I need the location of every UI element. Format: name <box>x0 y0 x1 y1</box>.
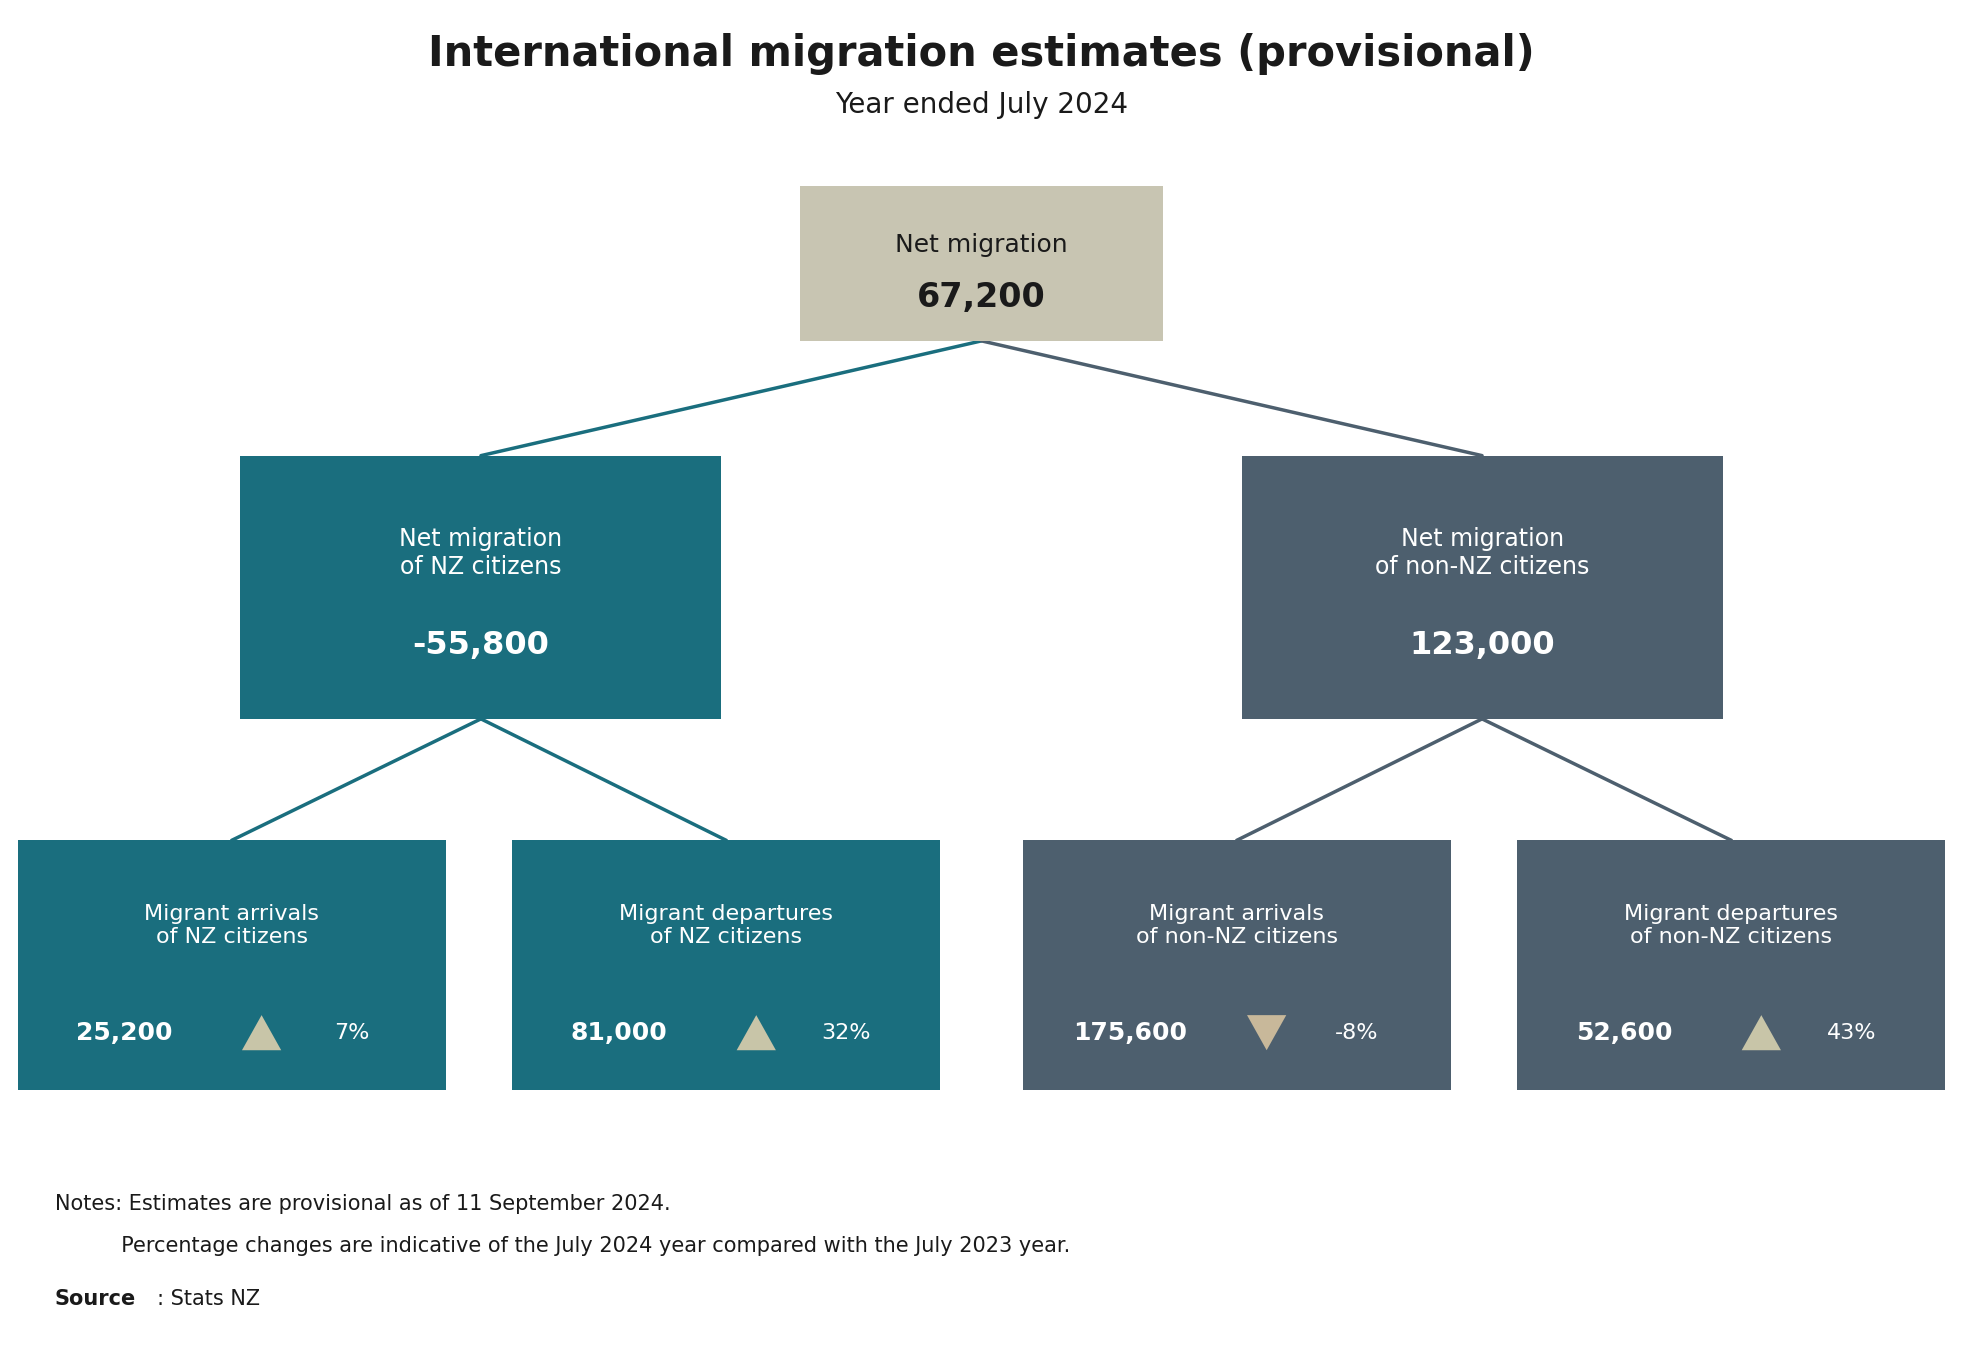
FancyBboxPatch shape <box>1023 840 1451 1091</box>
Polygon shape <box>241 1015 281 1050</box>
FancyBboxPatch shape <box>801 186 1162 340</box>
Text: 7%: 7% <box>334 1023 369 1042</box>
Polygon shape <box>1247 1015 1286 1050</box>
Text: 25,200: 25,200 <box>77 1021 173 1045</box>
Text: Source: Source <box>55 1289 135 1308</box>
FancyBboxPatch shape <box>239 456 722 720</box>
Text: -8%: -8% <box>1335 1023 1378 1042</box>
Text: Migrant arrivals
of NZ citizens: Migrant arrivals of NZ citizens <box>143 903 320 946</box>
Text: Migrant arrivals
of non-NZ citizens: Migrant arrivals of non-NZ citizens <box>1137 903 1337 946</box>
FancyBboxPatch shape <box>18 840 446 1091</box>
Text: 43%: 43% <box>1826 1023 1877 1042</box>
Text: Net migration: Net migration <box>895 232 1068 256</box>
Text: Percentage changes are indicative of the July 2024 year compared with the July 2: Percentage changes are indicative of the… <box>55 1237 1070 1256</box>
Text: 67,200: 67,200 <box>917 281 1046 315</box>
Text: 32%: 32% <box>821 1023 872 1042</box>
Polygon shape <box>736 1015 775 1050</box>
Text: 81,000: 81,000 <box>571 1021 667 1045</box>
Text: Year ended July 2024: Year ended July 2024 <box>834 92 1129 119</box>
Text: Net migration
of NZ citizens: Net migration of NZ citizens <box>398 526 563 579</box>
Text: 123,000: 123,000 <box>1409 629 1555 660</box>
FancyBboxPatch shape <box>1517 840 1945 1091</box>
Text: 52,600: 52,600 <box>1576 1021 1672 1045</box>
Polygon shape <box>1741 1015 1780 1050</box>
Text: International migration estimates (provisional): International migration estimates (provi… <box>428 32 1535 76</box>
Text: : Stats NZ: : Stats NZ <box>157 1289 261 1308</box>
Text: Notes: Estimates are provisional as of 11 September 2024.: Notes: Estimates are provisional as of 1… <box>55 1195 671 1214</box>
Text: Migrant departures
of NZ citizens: Migrant departures of NZ citizens <box>618 903 834 946</box>
Text: Net migration
of non-NZ citizens: Net migration of non-NZ citizens <box>1374 526 1590 579</box>
FancyBboxPatch shape <box>1243 456 1724 720</box>
Text: 175,600: 175,600 <box>1072 1021 1188 1045</box>
Text: Migrant departures
of non-NZ citizens: Migrant departures of non-NZ citizens <box>1623 903 1839 946</box>
FancyBboxPatch shape <box>512 840 940 1091</box>
Text: -55,800: -55,800 <box>412 629 550 660</box>
